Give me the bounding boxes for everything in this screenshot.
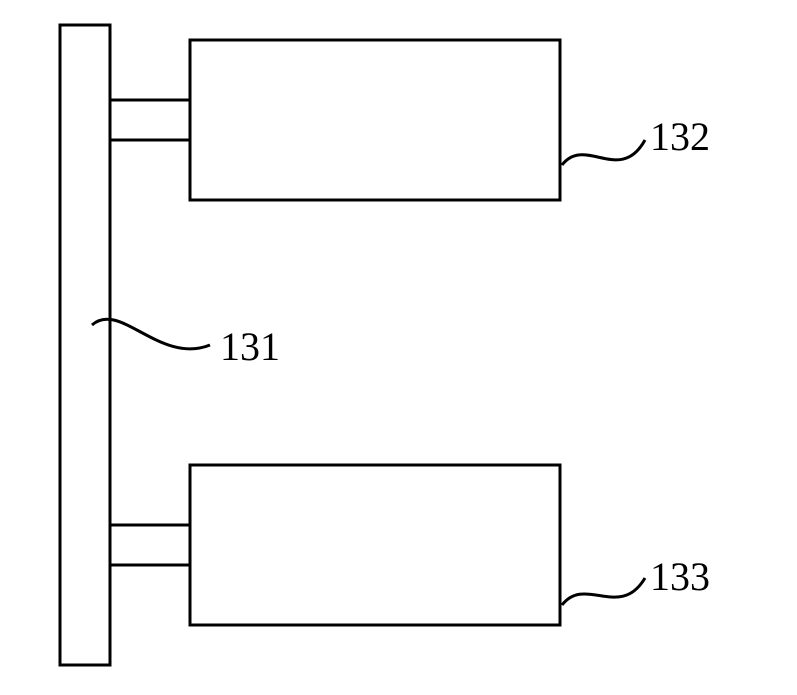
vertical-bar-131	[60, 25, 110, 665]
technical-diagram: 131 132 133	[0, 0, 797, 695]
label-132: 132	[650, 114, 710, 159]
leader-line-133	[562, 578, 645, 605]
label-133: 133	[650, 554, 710, 599]
leader-line-132	[562, 140, 645, 165]
block-132	[190, 40, 560, 200]
label-131: 131	[220, 324, 280, 369]
block-133	[190, 465, 560, 625]
